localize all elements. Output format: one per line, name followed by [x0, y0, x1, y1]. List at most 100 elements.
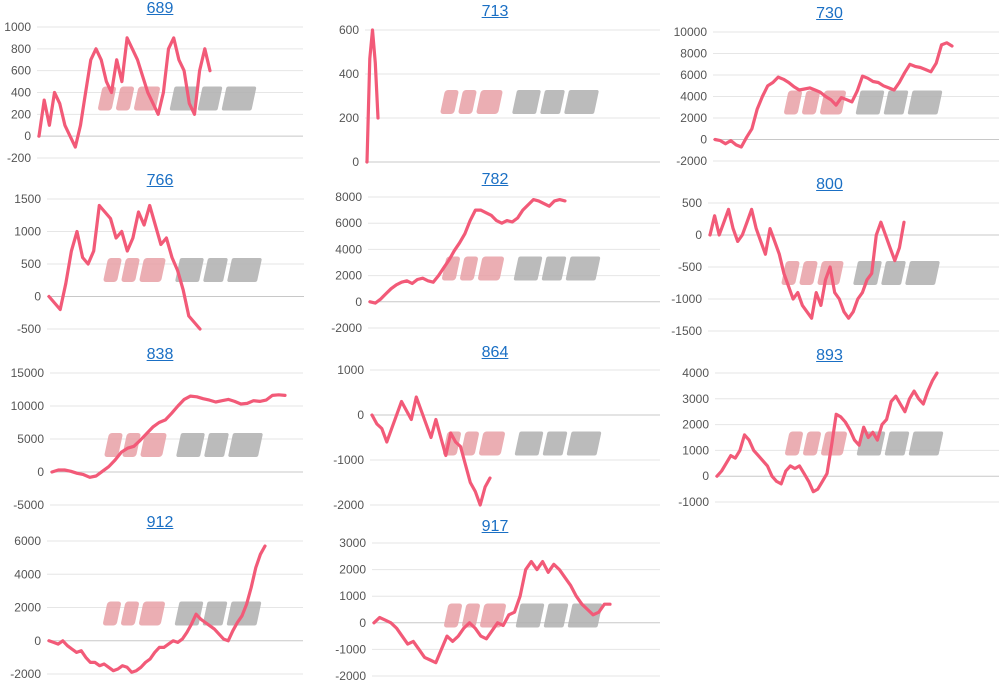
y-tick-label: 0 — [24, 129, 31, 143]
line-chart: -2000 -1000 0 1000 — [333, 363, 660, 512]
y-tick-label: -500 — [17, 322, 41, 336]
y-tick-label: -2000 — [10, 667, 41, 681]
chart-title-link[interactable]: 766 — [146, 172, 174, 189]
y-tick-label: 6000 — [335, 216, 362, 230]
chart-title-link[interactable]: 800 — [816, 176, 843, 193]
series-line — [708, 207, 906, 320]
y-tick-label: 8000 — [335, 190, 362, 204]
series-line — [372, 560, 612, 665]
line-chart: -2000 0 2000 4000 6000 8000 10000 — [674, 25, 999, 168]
y-tick-label: 1500 — [14, 192, 41, 206]
y-tick-label: 2000 — [14, 601, 41, 615]
y-tick-label: 600 — [339, 23, 359, 37]
y-tick-label: -1000 — [333, 453, 364, 467]
y-tick-label: 200 — [11, 107, 31, 121]
y-tick-label: 6000 — [14, 534, 41, 548]
y-tick-label: -200 — [7, 151, 31, 165]
series-line — [47, 203, 202, 331]
chart-panel: 766 -500 0 500 1000 1500 — [0, 170, 320, 340]
y-tick-label: 10000 — [674, 25, 708, 39]
line-chart: -1000 0 1000 2000 3000 4000 — [678, 366, 999, 509]
y-tick-label: 15000 — [11, 366, 45, 380]
chart-panel: 917 -2000 -1000 0 1000 2000 3000 — [330, 512, 660, 687]
y-tick-label: 800 — [11, 42, 31, 56]
chart-title-link[interactable]: 838 — [146, 346, 174, 363]
y-tick-label: 400 — [339, 67, 359, 81]
y-tick-label: 10000 — [11, 399, 45, 413]
chart-title-link[interactable]: 713 — [481, 3, 509, 20]
line-chart: -1500 -1000 -500 0 500 — [671, 196, 999, 338]
chart-panel: 912 -2000 0 2000 4000 6000 — [0, 512, 320, 687]
y-tick-label: 0 — [357, 408, 364, 422]
watermark-logo — [784, 90, 943, 115]
y-tick-label: 6000 — [680, 68, 707, 82]
y-tick-label: 1000 — [682, 443, 709, 457]
watermark-logo — [440, 90, 599, 114]
line-chart: -2000 -1000 0 1000 2000 3000 — [335, 536, 660, 683]
watermark-logo — [103, 258, 262, 282]
y-tick-label: 0 — [695, 228, 702, 242]
y-tick-label: 3000 — [682, 392, 709, 406]
y-tick-label: -2000 — [331, 321, 362, 335]
y-tick-label: 1000 — [337, 363, 364, 377]
y-tick-label: -1000 — [335, 642, 366, 656]
watermark-logo — [98, 86, 257, 111]
series-line — [368, 198, 567, 305]
chart-panel: 893 -1000 0 1000 2000 3000 4000 — [660, 340, 999, 510]
watermark-logo — [104, 433, 263, 457]
y-tick-label: -1000 — [678, 495, 709, 509]
watermark-logo — [781, 261, 940, 285]
y-tick-label: -5000 — [13, 498, 44, 512]
y-tick-label: 0 — [359, 616, 366, 630]
watermark-logo — [442, 256, 601, 281]
chart-title-link[interactable]: 917 — [481, 518, 509, 535]
y-tick-label: -1000 — [671, 292, 702, 306]
y-tick-label: -500 — [678, 260, 702, 274]
y-tick-label: 2000 — [335, 269, 362, 283]
y-tick-label: 0 — [352, 155, 359, 169]
chart-title-link[interactable]: 864 — [481, 344, 509, 361]
y-tick-label: 600 — [11, 64, 31, 78]
series-line — [713, 41, 954, 149]
y-tick-label: 2000 — [339, 563, 366, 577]
y-tick-label: -2000 — [676, 154, 707, 168]
chart-panel: 713 0 200 400 600 — [330, 0, 660, 170]
watermark-logo — [785, 431, 944, 456]
chart-panel: 689 -200 0 200 400 600 800 1000 — [0, 0, 320, 170]
chart-title-link[interactable]: 893 — [816, 347, 843, 364]
line-chart: -200 0 200 400 600 800 1000 — [4, 20, 303, 165]
y-tick-label: 1000 — [339, 589, 366, 603]
y-tick-label: 4000 — [335, 242, 362, 256]
y-tick-label: 0 — [700, 133, 707, 147]
series-line — [37, 36, 212, 149]
y-tick-label: 200 — [339, 111, 359, 125]
series-line — [47, 544, 267, 674]
y-tick-label: 400 — [11, 86, 31, 100]
y-tick-label: 1000 — [4, 20, 31, 34]
y-tick-label: 0 — [37, 465, 44, 479]
y-tick-label: 3000 — [339, 536, 366, 550]
chart-panel: 782 -2000 0 2000 4000 6000 8000 — [330, 170, 660, 340]
chart-panel: 864 -2000 -1000 0 1000 — [330, 340, 660, 512]
watermark-logo — [103, 601, 262, 626]
chart-title-link[interactable]: 730 — [816, 5, 843, 22]
chart-panel: 800 -1500 -1000 -500 0 500 — [660, 170, 999, 340]
y-tick-label: 1000 — [14, 225, 41, 239]
y-tick-label: 0 — [34, 634, 41, 648]
y-tick-label: 0 — [34, 290, 41, 304]
line-chart: -2000 0 2000 4000 6000 — [10, 534, 303, 681]
y-tick-label: 500 — [21, 257, 41, 271]
y-tick-label: -2000 — [333, 498, 364, 512]
y-tick-label: 8000 — [680, 47, 707, 61]
chart-title-link[interactable]: 782 — [481, 171, 509, 188]
line-chart: -500 0 500 1000 1500 — [14, 192, 304, 336]
line-chart: -2000 0 2000 4000 6000 8000 — [331, 190, 660, 335]
line-chart: -5000 0 5000 10000 15000 — [11, 366, 303, 512]
chart-title-link[interactable]: 912 — [146, 514, 174, 531]
y-tick-label: 500 — [682, 196, 702, 210]
y-tick-label: 4000 — [680, 90, 707, 104]
y-tick-label: 0 — [702, 469, 709, 483]
chart-panel: 730 -2000 0 2000 4000 6000 8000 10000 — [660, 0, 999, 170]
chart-title-link[interactable]: 689 — [146, 0, 174, 17]
y-tick-label: 2000 — [682, 418, 709, 432]
